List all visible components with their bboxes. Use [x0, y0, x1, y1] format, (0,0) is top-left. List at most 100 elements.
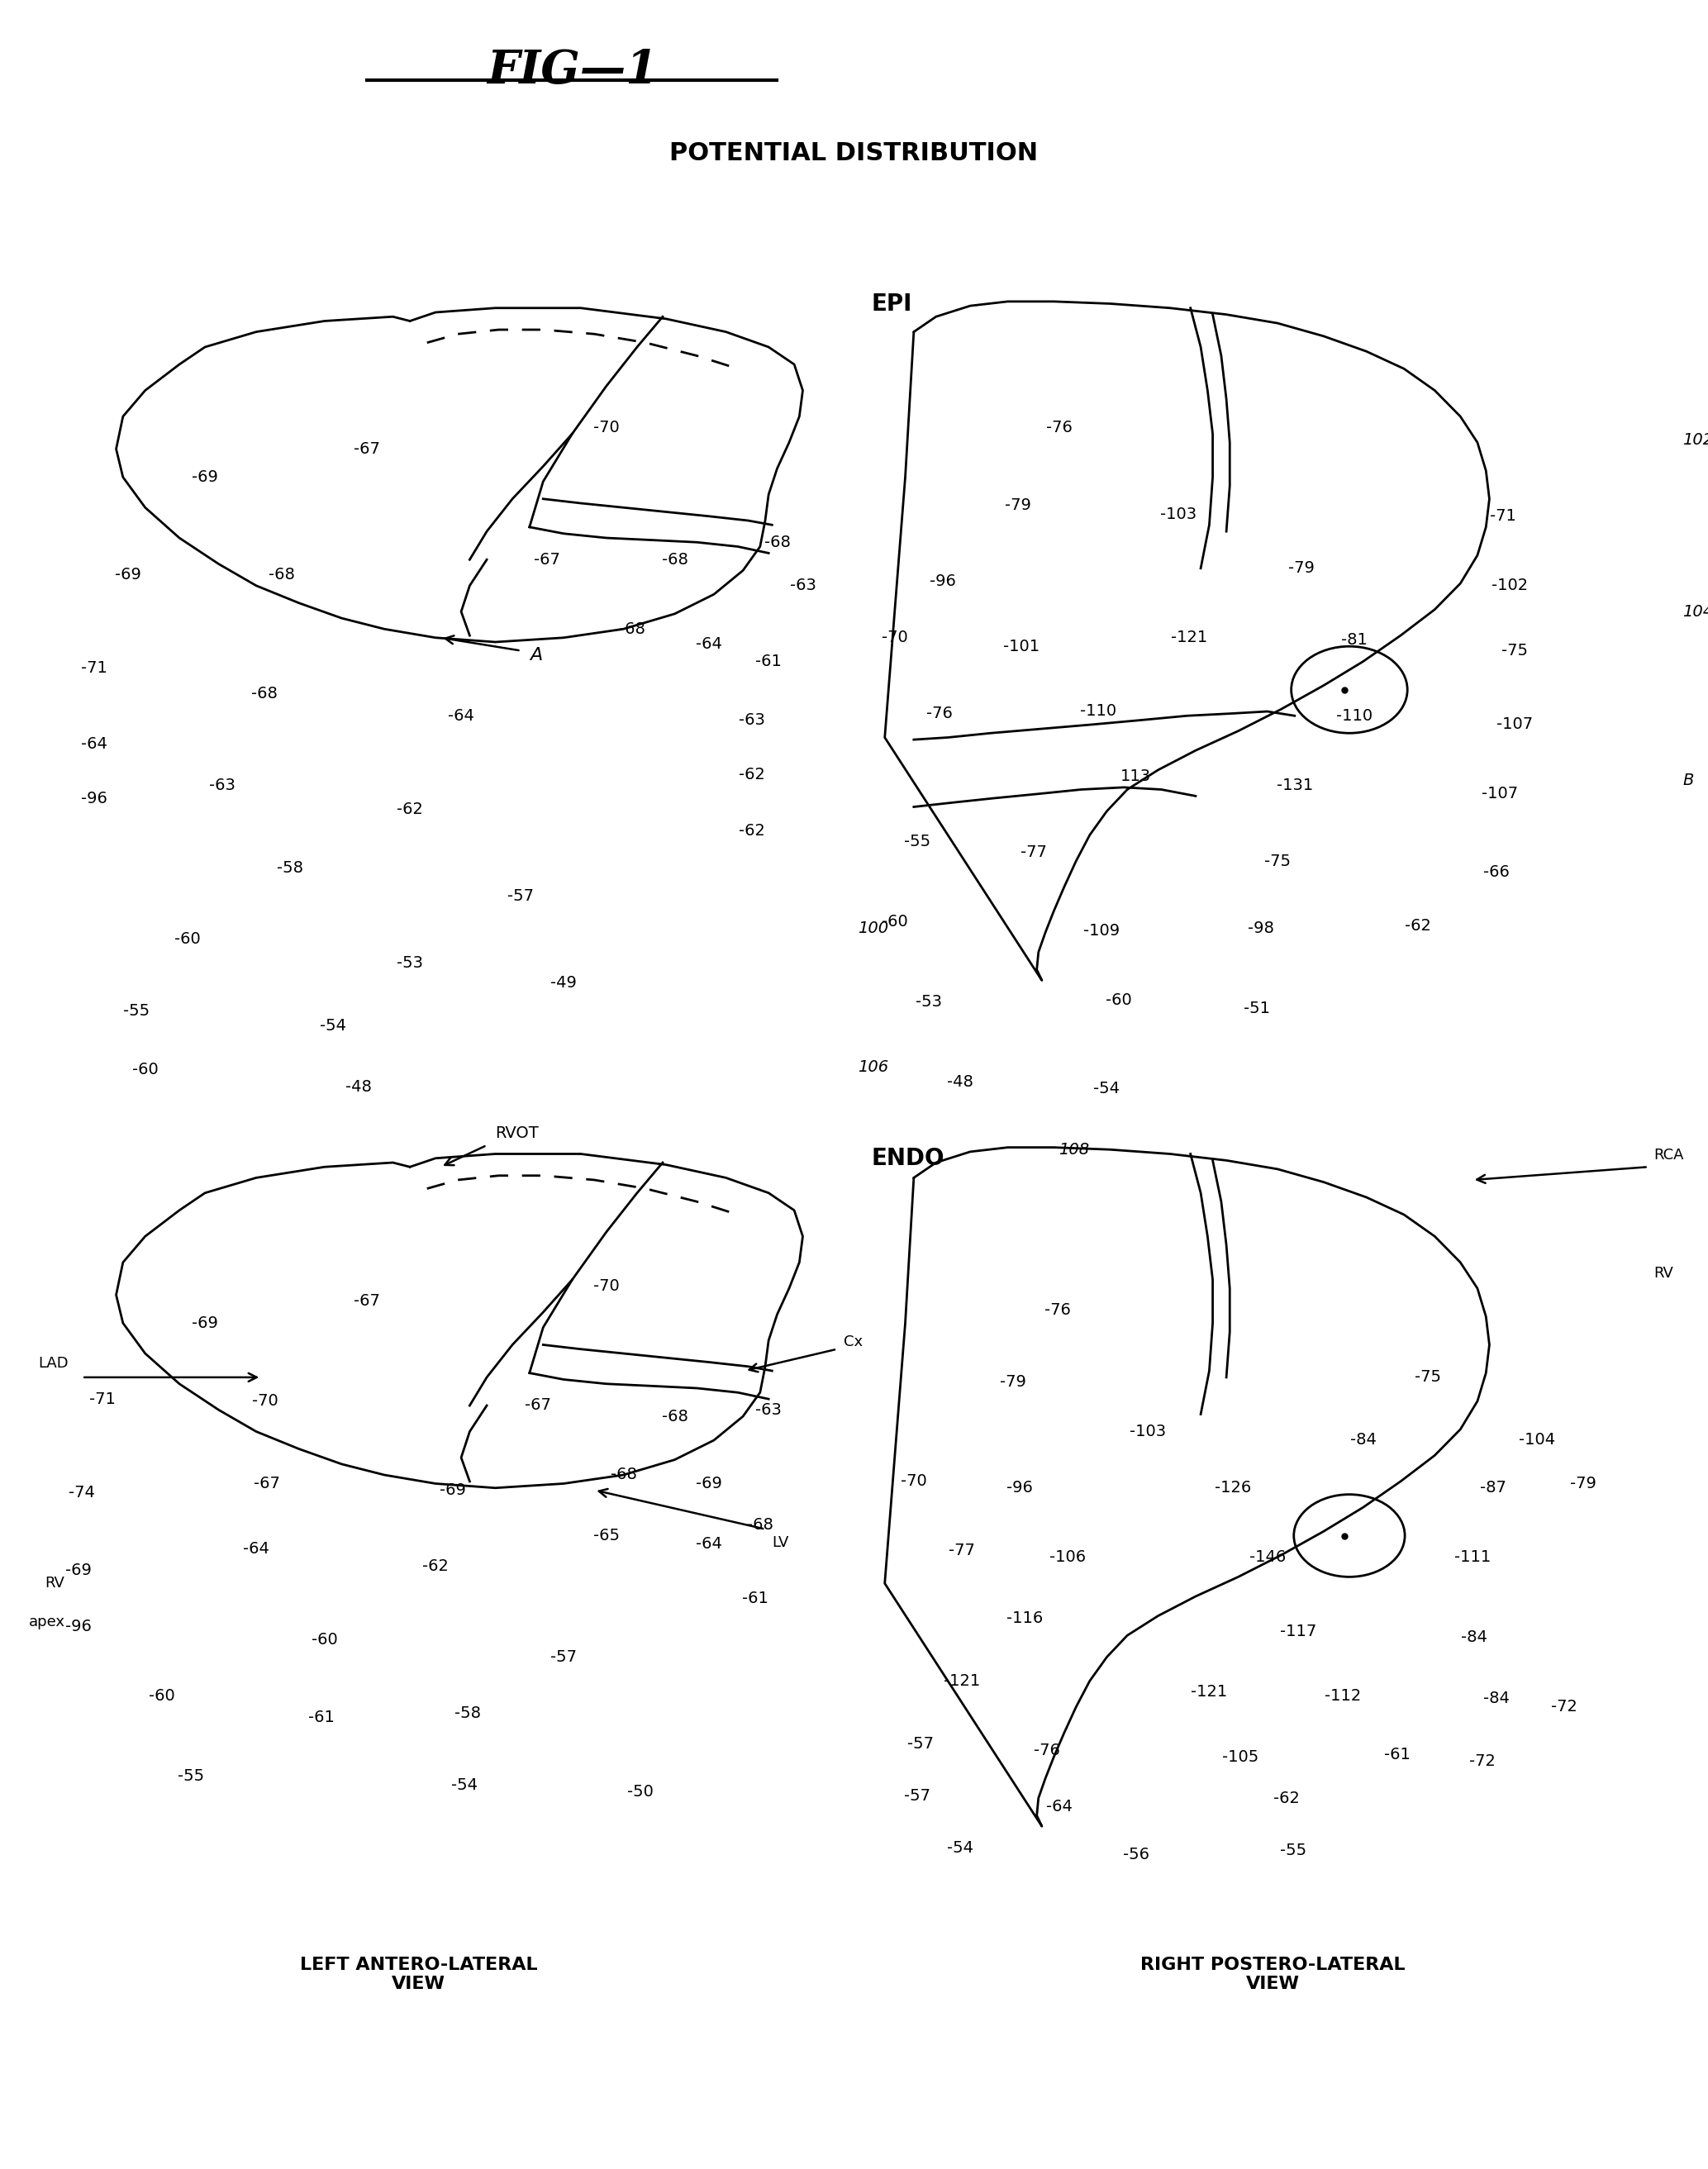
Text: -60: -60 — [1105, 991, 1132, 1009]
Text: ENDO: ENDO — [871, 1147, 945, 1169]
Text: -67: -67 — [354, 1293, 381, 1310]
Text: -65: -65 — [593, 1527, 620, 1544]
Text: -103: -103 — [1160, 505, 1197, 523]
Text: -51: -51 — [1243, 1000, 1271, 1017]
Text: -79: -79 — [999, 1373, 1027, 1390]
Text: -63: -63 — [755, 1401, 782, 1419]
Text: Cx: Cx — [844, 1334, 863, 1349]
Text: -60: -60 — [881, 913, 909, 931]
Text: -98: -98 — [1247, 920, 1274, 937]
Text: -77: -77 — [948, 1542, 975, 1560]
Text: -64: -64 — [1045, 1798, 1073, 1815]
Text: -106: -106 — [1049, 1549, 1086, 1566]
Text: -56: -56 — [1122, 1846, 1149, 1863]
Text: -110: -110 — [1079, 703, 1117, 720]
Text: -61: -61 — [1383, 1746, 1411, 1763]
Text: -116: -116 — [1006, 1609, 1044, 1627]
Text: -68: -68 — [763, 534, 791, 551]
Text: -50: -50 — [627, 1783, 654, 1800]
Text: -79: -79 — [1004, 497, 1032, 514]
Text: -57: -57 — [550, 1648, 577, 1666]
Text: -70: -70 — [593, 1278, 620, 1295]
Text: -69: -69 — [695, 1475, 722, 1492]
Text: -62: -62 — [738, 822, 765, 839]
Text: -109: -109 — [1083, 922, 1120, 939]
Text: B: B — [1682, 772, 1693, 790]
Text: -84: -84 — [1460, 1629, 1488, 1646]
Text: RV: RV — [1653, 1267, 1674, 1280]
Text: -54: -54 — [1093, 1080, 1120, 1098]
Text: -76: -76 — [1045, 419, 1073, 436]
Text: EPI: EPI — [871, 293, 912, 315]
Text: -66: -66 — [1483, 863, 1510, 881]
Text: -67: -67 — [533, 551, 560, 568]
Text: -69: -69 — [439, 1481, 466, 1499]
Text: RIGHT POSTERO-LATERAL
VIEW: RIGHT POSTERO-LATERAL VIEW — [1139, 1956, 1406, 1991]
Text: -84: -84 — [1483, 1690, 1510, 1707]
Text: -71: -71 — [89, 1390, 116, 1408]
Text: 100: 100 — [857, 920, 888, 937]
Text: -62: -62 — [738, 766, 765, 783]
Text: -68: -68 — [661, 1408, 688, 1425]
Text: -96: -96 — [80, 790, 108, 807]
Text: -76: -76 — [1033, 1742, 1061, 1759]
Text: -104: -104 — [1518, 1432, 1556, 1449]
Text: -64: -64 — [695, 1536, 722, 1553]
Text: -111: -111 — [1454, 1549, 1491, 1566]
Text: LAD: LAD — [38, 1356, 68, 1371]
Text: -70: -70 — [251, 1392, 278, 1410]
Text: -68: -68 — [251, 685, 278, 703]
Text: 113: 113 — [1120, 768, 1151, 785]
Text: -67: -67 — [253, 1475, 280, 1492]
Text: -70: -70 — [593, 419, 620, 436]
Text: -77: -77 — [1020, 844, 1047, 861]
Text: -54: -54 — [451, 1776, 478, 1794]
Text: -70: -70 — [900, 1473, 927, 1490]
Text: 104: 104 — [1682, 603, 1708, 620]
Text: -79: -79 — [1288, 560, 1315, 577]
Text: -67: -67 — [354, 440, 381, 458]
Text: -121: -121 — [943, 1672, 980, 1690]
Text: RV: RV — [44, 1577, 65, 1590]
Text: -48: -48 — [946, 1074, 974, 1091]
Text: -60: -60 — [149, 1687, 176, 1705]
Text: -57: -57 — [507, 887, 535, 904]
Text: -121: -121 — [1170, 629, 1208, 646]
Text: -53: -53 — [396, 954, 424, 972]
Text: -58: -58 — [277, 859, 304, 876]
Text: -55: -55 — [178, 1768, 205, 1785]
Text: -70: -70 — [881, 629, 909, 646]
Text: -63: -63 — [208, 777, 236, 794]
Text: -64: -64 — [243, 1540, 270, 1557]
Text: -101: -101 — [1003, 638, 1040, 655]
Text: RVOT: RVOT — [495, 1126, 540, 1141]
Text: -105: -105 — [1221, 1748, 1259, 1766]
Text: -69: -69 — [114, 566, 142, 583]
Text: -68: -68 — [746, 1516, 774, 1533]
Text: 102: 102 — [1682, 432, 1708, 449]
Text: -60: -60 — [311, 1631, 338, 1648]
Text: -71: -71 — [1489, 508, 1517, 525]
Text: -69: -69 — [65, 1562, 92, 1579]
Text: -54: -54 — [946, 1839, 974, 1857]
Text: -71: -71 — [80, 659, 108, 677]
Text: -57: -57 — [904, 1787, 931, 1805]
Text: -55: -55 — [123, 1002, 150, 1019]
Text: -48: -48 — [345, 1078, 372, 1095]
Text: -60: -60 — [174, 931, 202, 948]
Text: -81: -81 — [1341, 631, 1368, 649]
Text: -67: -67 — [524, 1397, 552, 1414]
Text: -131: -131 — [1276, 777, 1313, 794]
Text: -55: -55 — [1279, 1841, 1307, 1859]
Text: -55: -55 — [904, 833, 931, 850]
Text: -68: -68 — [661, 551, 688, 568]
Text: FIG—1: FIG—1 — [487, 48, 658, 93]
Text: -63: -63 — [789, 577, 816, 594]
Text: -68: -68 — [268, 566, 295, 583]
Text: -96: -96 — [929, 573, 956, 590]
Text: LV: LV — [772, 1536, 789, 1551]
Text: 106: 106 — [857, 1058, 888, 1076]
Text: -87: -87 — [1479, 1479, 1506, 1497]
Text: -84: -84 — [1349, 1432, 1377, 1449]
Text: -112: -112 — [1324, 1687, 1361, 1705]
